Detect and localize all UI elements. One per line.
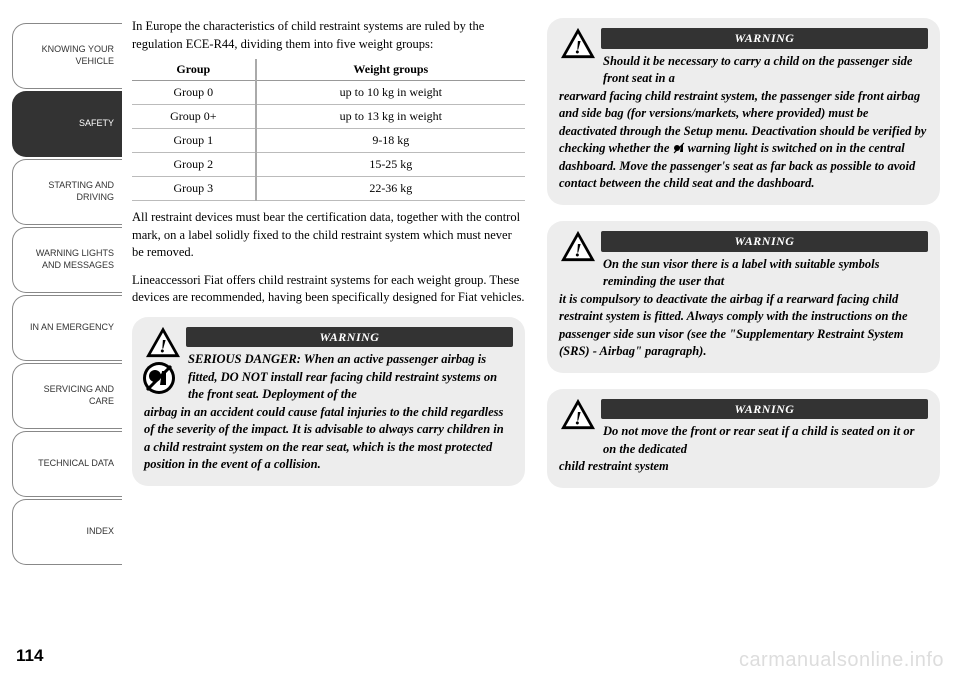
- table-row: Group 215-25 kg: [132, 153, 525, 177]
- tab-technical[interactable]: TECHNICAL DATA: [12, 431, 122, 497]
- page-number: 114: [16, 646, 43, 666]
- section-tabs: KNOWING YOURVEHICLE SAFETY STARTING ANDD…: [12, 18, 122, 668]
- warning-title: WARNING: [601, 231, 928, 252]
- warning-body: Do not move the front or rear seat if a …: [559, 423, 928, 476]
- tab-knowing-vehicle[interactable]: KNOWING YOURVEHICLE: [12, 23, 122, 89]
- warning-triangle-icon: !: [559, 397, 597, 431]
- warning-triangle-icon: !: [559, 229, 597, 263]
- manual-page: KNOWING YOURVEHICLE SAFETY STARTING ANDD…: [0, 0, 960, 678]
- warning-title: WARNING: [601, 28, 928, 49]
- tab-index[interactable]: INDEX: [12, 499, 122, 565]
- col-header: Weight groups: [256, 59, 525, 81]
- paragraph: All restraint devices must bear the cert…: [132, 209, 525, 262]
- table-row: Group 0+up to 13 kg in weight: [132, 105, 525, 129]
- tab-label: SAFETY: [79, 118, 114, 130]
- warning-body: On the sun visor there is a label with s…: [559, 256, 928, 361]
- warning-box-airbag: ! WARNING SERIOUS DANGER: When an active…: [132, 317, 525, 486]
- table-header-row: Group Weight groups: [132, 59, 525, 81]
- svg-text:!: !: [159, 336, 166, 357]
- table-row: Group 0up to 10 kg in weight: [132, 81, 525, 105]
- tab-warning-lights[interactable]: WARNING LIGHTSAND MESSAGES: [12, 227, 122, 293]
- right-column: ! WARNING Should it be necessary to carr…: [547, 18, 940, 668]
- table-row: Group 322-36 kg: [132, 177, 525, 201]
- no-airbag-icon: [142, 361, 176, 395]
- tab-starting-driving[interactable]: STARTING ANDDRIVING: [12, 159, 122, 225]
- tab-label: KNOWING YOURVEHICLE: [42, 44, 114, 67]
- svg-text:!: !: [574, 37, 581, 58]
- watermark: carmanualsonline.info: [739, 649, 944, 672]
- svg-text:!: !: [574, 240, 581, 261]
- tab-label: SERVICING ANDCARE: [44, 384, 114, 407]
- warning-box-front-seat: ! WARNING Should it be necessary to carr…: [547, 18, 940, 205]
- tab-label: IN AN EMERGENCY: [30, 322, 114, 334]
- warning-box-seat-move: ! WARNING Do not move the front or rear …: [547, 389, 940, 488]
- warning-triangle-icon: !: [559, 26, 597, 60]
- warning-triangle-icon: !: [144, 325, 182, 359]
- col-header: Group: [132, 59, 256, 81]
- tab-label: TECHNICAL DATA: [38, 458, 114, 470]
- tab-label: INDEX: [86, 526, 114, 538]
- svg-text:!: !: [574, 408, 581, 429]
- warning-title: WARNING: [186, 327, 513, 348]
- page-content: In Europe the characteristics of child r…: [122, 18, 940, 668]
- left-column: In Europe the characteristics of child r…: [132, 18, 525, 668]
- intro-text: In Europe the characteristics of child r…: [132, 18, 525, 53]
- weight-groups-table: Group Weight groups Group 0up to 10 kg i…: [132, 59, 525, 201]
- passenger-airbag-off-icon: [673, 142, 685, 154]
- table-row: Group 19-18 kg: [132, 129, 525, 153]
- tab-safety[interactable]: SAFETY: [12, 91, 122, 157]
- tab-servicing[interactable]: SERVICING ANDCARE: [12, 363, 122, 429]
- tab-label: WARNING LIGHTSAND MESSAGES: [36, 248, 114, 271]
- warning-title: WARNING: [601, 399, 928, 420]
- tab-label: STARTING ANDDRIVING: [48, 180, 114, 203]
- paragraph: Lineaccessori Fiat offers child restrain…: [132, 272, 525, 307]
- warning-box-sun-visor: ! WARNING On the sun visor there is a la…: [547, 221, 940, 373]
- warning-body: SERIOUS DANGER: When an active passenger…: [144, 351, 513, 474]
- tab-emergency[interactable]: IN AN EMERGENCY: [12, 295, 122, 361]
- warning-body: Should it be necessary to carry a child …: [559, 53, 928, 193]
